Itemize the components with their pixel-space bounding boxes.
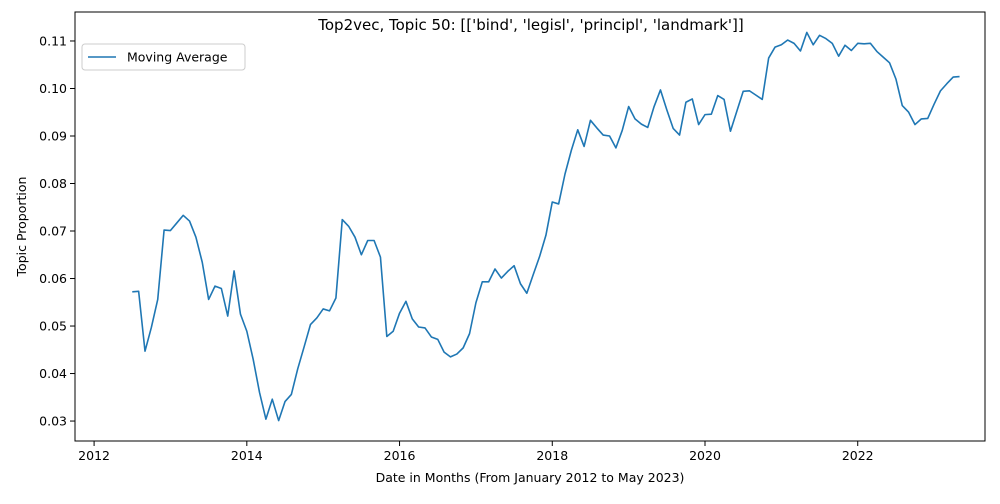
y-tick-label: 0.08	[39, 176, 67, 191]
x-tick-label: 2022	[842, 448, 874, 463]
x-tick-label: 2012	[78, 448, 110, 463]
y-axis-label: Topic Proportion	[14, 177, 29, 278]
x-tick-label: 2016	[384, 448, 416, 463]
y-tick-label: 0.10	[39, 81, 67, 96]
chart-title: Top2vec, Topic 50: [['bind', 'legisl', '…	[317, 16, 743, 34]
x-tick-label: 2014	[231, 448, 263, 463]
y-tick-label: 0.11	[39, 33, 67, 48]
y-tick-label: 0.04	[39, 366, 67, 381]
x-axis-label: Date in Months (From January 2012 to May…	[376, 470, 685, 485]
x-tick-label: 2020	[689, 448, 721, 463]
x-axis-ticks: 2012 2014 2016 2018 2020 2022	[78, 441, 874, 463]
y-tick-label: 0.05	[39, 319, 67, 334]
series-line-moving-average	[132, 31, 960, 422]
y-tick-label: 0.03	[39, 414, 67, 429]
y-tick-label: 0.06	[39, 271, 67, 286]
y-axis-ticks: 0.03 0.04 0.05 0.06 0.07 0.08 0.09 0.10 0.11	[39, 33, 75, 429]
y-tick-label: 0.09	[39, 128, 67, 143]
x-tick-label: 2018	[536, 448, 568, 463]
legend-label-moving-average: Moving Average	[127, 50, 228, 65]
legend-box	[81, 43, 246, 71]
legend: Moving Average	[81, 43, 246, 71]
plot-frame	[74, 11, 986, 442]
y-tick-label: 0.07	[39, 224, 67, 239]
